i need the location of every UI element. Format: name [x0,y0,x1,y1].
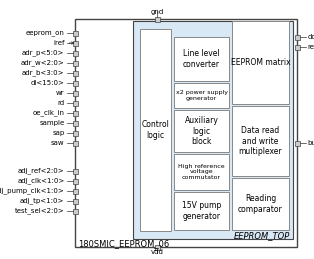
Text: test_sel<2:0>: test_sel<2:0> [15,208,64,214]
Text: adj_pump_clk<1:0>: adj_pump_clk<1:0> [0,188,64,194]
Bar [73,169,78,174]
Bar [295,45,300,49]
Text: ready: ready [307,44,314,50]
Bar [73,40,78,46]
Bar [295,140,300,146]
Bar [73,61,78,66]
Bar [73,140,78,146]
Bar [174,192,229,230]
Bar [73,31,78,35]
Bar [73,90,78,96]
Text: 180SMIC_EEPROM_06: 180SMIC_EEPROM_06 [78,239,169,248]
Bar [73,178,78,183]
Bar [174,37,229,81]
Text: Data read
and write
multiplexer: Data read and write multiplexer [239,126,282,156]
Text: Line level
converter: Line level converter [183,49,220,69]
Bar [154,17,160,21]
Text: 15V pump
generator: 15V pump generator [182,201,221,221]
Text: busy: busy [307,140,314,146]
Text: di<15:0>: di<15:0> [31,80,64,86]
Bar [73,208,78,213]
Bar [232,106,289,176]
Bar [75,19,297,247]
Text: eeprom_on: eeprom_on [26,30,64,36]
Text: saw: saw [51,140,64,146]
Text: rd: rd [57,100,64,106]
Bar [73,189,78,193]
Text: oe_clk_in: oe_clk_in [33,110,64,116]
Text: adj_tp<1:0>: adj_tp<1:0> [20,198,64,204]
Bar [73,70,78,76]
Bar [140,29,171,231]
Text: EEPROM_TOP: EEPROM_TOP [234,231,290,240]
Text: x2 power supply
generator: x2 power supply generator [176,90,228,101]
Bar [174,83,229,108]
Bar [73,100,78,105]
Bar [73,81,78,85]
Bar [232,21,289,104]
Text: sap: sap [52,130,64,136]
Bar [73,120,78,126]
Bar [154,244,160,249]
Bar [295,34,300,40]
Text: adj_ref<2:0>: adj_ref<2:0> [18,168,64,174]
Text: sample: sample [39,120,64,126]
Text: do: do [307,34,314,40]
Text: gnd: gnd [150,9,164,15]
Bar [133,21,293,239]
Bar [73,51,78,55]
Bar [232,178,289,230]
Bar [174,154,229,190]
Text: EEPROM matrix: EEPROM matrix [231,58,290,67]
Text: Control
logic: Control logic [142,120,170,140]
Text: wr: wr [56,90,64,96]
Text: Reading
comparator: Reading comparator [238,194,283,214]
Text: High reference
voltage
commutator: High reference voltage commutator [178,164,225,180]
Text: Auxiliary
logic
block: Auxiliary logic block [185,116,219,146]
Bar [73,198,78,204]
Text: adr_b<3:0>: adr_b<3:0> [22,70,64,76]
Text: adj_clk<1:0>: adj_clk<1:0> [17,178,64,184]
Bar [73,131,78,135]
Bar [174,110,229,152]
Text: iref: iref [53,40,64,46]
Text: vdd: vdd [150,249,164,255]
Text: adr_p<5:0>: adr_p<5:0> [22,50,64,56]
Text: adr_w<2:0>: adr_w<2:0> [21,60,64,66]
Bar [73,111,78,116]
